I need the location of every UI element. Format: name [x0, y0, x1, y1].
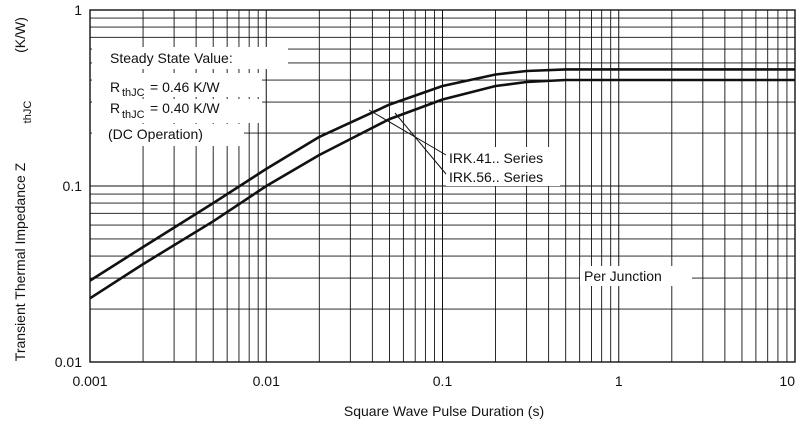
y-tick-label: 0.01 — [55, 354, 82, 370]
dc-operation-label: (DC Operation) — [108, 126, 203, 142]
rth-040-prefix: R — [110, 100, 120, 116]
y-axis-title-sub: thJC — [22, 101, 34, 124]
steady-state-title: Steady State Value: — [110, 50, 233, 66]
axes: 0.001 0.01 0.1 1 10 0.01 0.1 1 — [55, 2, 796, 389]
y-tick-label: 0.1 — [63, 178, 83, 194]
series-labels: IRK.41.. Series IRK.56.. Series — [368, 109, 560, 186]
per-junction-label: Per Junction — [584, 268, 662, 284]
y-axis-title-unit: (K/W) — [12, 17, 28, 53]
series-line-irk56 — [89, 78, 795, 300]
rth-040-sub: thJC — [122, 109, 145, 121]
series-line-irk41 — [89, 68, 795, 282]
y-tick-label: 1 — [74, 2, 82, 18]
per-junction-annotation: Per Junction — [580, 266, 692, 286]
leader-line-irk41 — [368, 109, 447, 156]
rth-046-value: = 0.46 K/W — [150, 79, 220, 95]
y-axis-title: Transient Thermal Impedance Z thJC (K/W) — [12, 17, 34, 361]
series-label-irk56: IRK.56.. Series — [449, 169, 543, 185]
x-tick-label: 10 — [779, 373, 795, 389]
x-tick-label: 0.1 — [433, 373, 453, 389]
x-tick-label: 1 — [615, 373, 623, 389]
x-tick-label: 0.01 — [253, 373, 280, 389]
plot-frame — [89, 9, 796, 363]
rth-040-value: = 0.40 K/W — [150, 100, 220, 116]
rth-046-prefix: R — [110, 79, 120, 95]
leader-line-irk56 — [394, 112, 447, 175]
rth-046-sub: thJC — [122, 87, 145, 99]
x-axis-title: Square Wave Pulse Duration (s) — [344, 403, 544, 419]
x-tick-label: 0.001 — [72, 373, 107, 389]
y-axis-title-main: Transient Thermal Impedance Z — [12, 162, 28, 361]
steady-state-annotation: Steady State Value: R thJC = 0.46 K/W R … — [92, 47, 288, 146]
series-lines — [89, 68, 795, 300]
series-label-irk41: IRK.41.. Series — [449, 150, 543, 166]
